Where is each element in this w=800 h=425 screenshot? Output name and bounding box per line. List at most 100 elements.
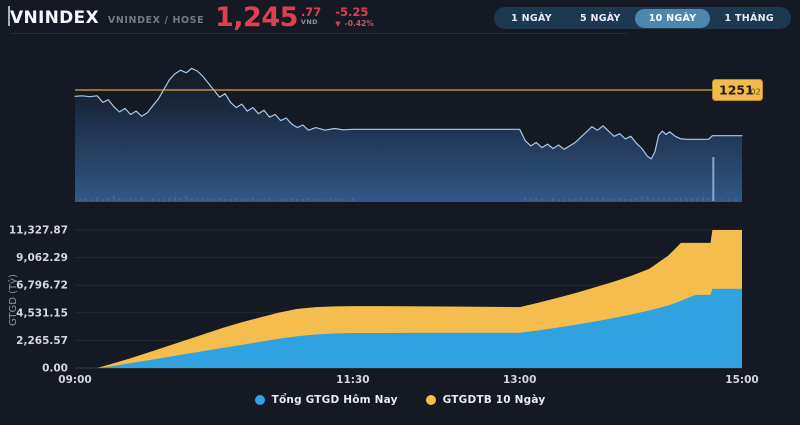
price-change-percent: -0.42% [344,19,374,28]
volume-bar [224,199,227,201]
volume-bar [707,198,710,201]
volume-bar [268,198,271,201]
x-tick-label: 11:30 [336,374,369,386]
y-tick-label: 6,796.72 [16,280,68,292]
range-button-10-ngay[interactable]: 10 NGÀY [634,8,711,28]
price-area [75,68,742,203]
volume-bar [652,198,655,201]
previous-close-decimals: .02 [748,88,761,97]
symbol-block: VNINDEX VNINDEX / HOSE [10,8,204,28]
legend-item-avg10[interactable]: GTGDTB 10 Ngày [425,394,546,406]
volume-bar [535,198,538,201]
price-currency: VND [300,18,318,26]
volume-bar [213,199,215,201]
volume-bar [174,197,177,201]
volume-bar [251,198,254,201]
volume-bar [140,197,143,201]
volume-bar [602,198,604,201]
volume-bar [285,199,288,201]
volume-bar [201,198,204,201]
volume-bar [679,198,682,201]
volume-bar [657,197,660,201]
x-tick-label: 09:00 [58,374,91,386]
volume-bar [618,198,621,201]
range-button-1-ngay[interactable]: 1 NGÀY [497,9,566,28]
volume-bar [663,198,666,201]
volume-bar [629,199,632,201]
volume-bar [263,199,265,201]
volume-bar [135,199,138,201]
volume-bar [340,199,343,201]
volume-bar [546,199,549,201]
volume-bar [301,199,304,201]
volume-bar [702,197,705,201]
change-down-arrow-icon: ▼ [335,19,341,28]
volume-bar [129,198,132,201]
volume-bar [124,199,126,201]
range-button-1-thang[interactable]: 1 THÁNG [710,9,788,28]
header-divider [10,33,627,34]
volume-bar [540,199,543,201]
volume-bar [90,199,93,201]
volume-bar [190,198,193,201]
y-tick-label: 4,531.15 [16,307,68,319]
today-area [75,288,742,368]
symbol-title: VNINDEX [10,8,99,28]
volume-bar [196,199,199,201]
volume-bar [674,198,677,201]
volume-bar [668,197,671,201]
price-change: -5.25 [335,5,369,19]
volume-bar [324,199,327,201]
y-tick-label: 9,062.29 [16,252,68,264]
volume-bar [568,198,571,201]
volume-bar [162,199,165,201]
volume-bar [579,198,582,201]
x-tick-label: 13:00 [503,374,536,386]
volume-bar [318,199,321,201]
price-line [74,67,743,160]
volume-bar [185,196,188,201]
price-value: 1,245 [215,2,298,33]
volume-bar [179,198,182,201]
volume-bar [146,199,149,201]
volume-bar [552,198,554,201]
y-tick-label: 2,265.57 [16,335,68,347]
volume-bar [728,199,730,201]
volume-bar [290,198,293,201]
volume-bar [107,198,110,201]
symbol-subtitle: VNINDEX / HOSE [107,15,205,26]
volume-bar [307,198,310,201]
volume-bar [563,199,566,201]
volume-bar [346,199,349,201]
volume-bar [157,199,160,201]
volume-bar [696,198,699,201]
header: VNINDEX VNINDEX / HOSE 1,245 .77 VND -5.… [0,0,800,44]
volume-bar [613,199,616,201]
volume-bar [735,199,738,201]
volume-bar [118,198,121,201]
volume-bar [529,199,532,201]
volume-bar [607,199,610,201]
volume-bar [218,198,221,201]
volume-bar [557,199,560,201]
volume-bar [335,199,338,201]
volume-bar [240,199,243,201]
volume-bar [590,198,593,201]
price-block: 1,245 .77 VND -5.25 ▼ -0.42% [215,2,374,33]
volume-bar [313,199,315,201]
volume-bar [257,199,260,201]
previous-close-badge: 1251.02 [712,79,763,101]
range-selector: 1 NGÀY 5 NGÀY 10 NGÀY 1 THÁNG [494,7,791,29]
volume-bar [279,199,282,201]
volume-bar [524,198,527,201]
y-axis-title: GTGD (Tỷ) [7,274,19,326]
volume-bar [151,198,154,201]
range-button-5-ngay[interactable]: 5 NGÀY [566,9,635,28]
volume-bars [79,157,738,201]
legend-item-today[interactable]: Tổng GTGD Hôm Nay [254,394,398,406]
price-decimals: .77 [300,5,322,19]
volume-bar [351,198,354,201]
volume-bar [207,199,210,201]
text-cursor [8,6,10,26]
